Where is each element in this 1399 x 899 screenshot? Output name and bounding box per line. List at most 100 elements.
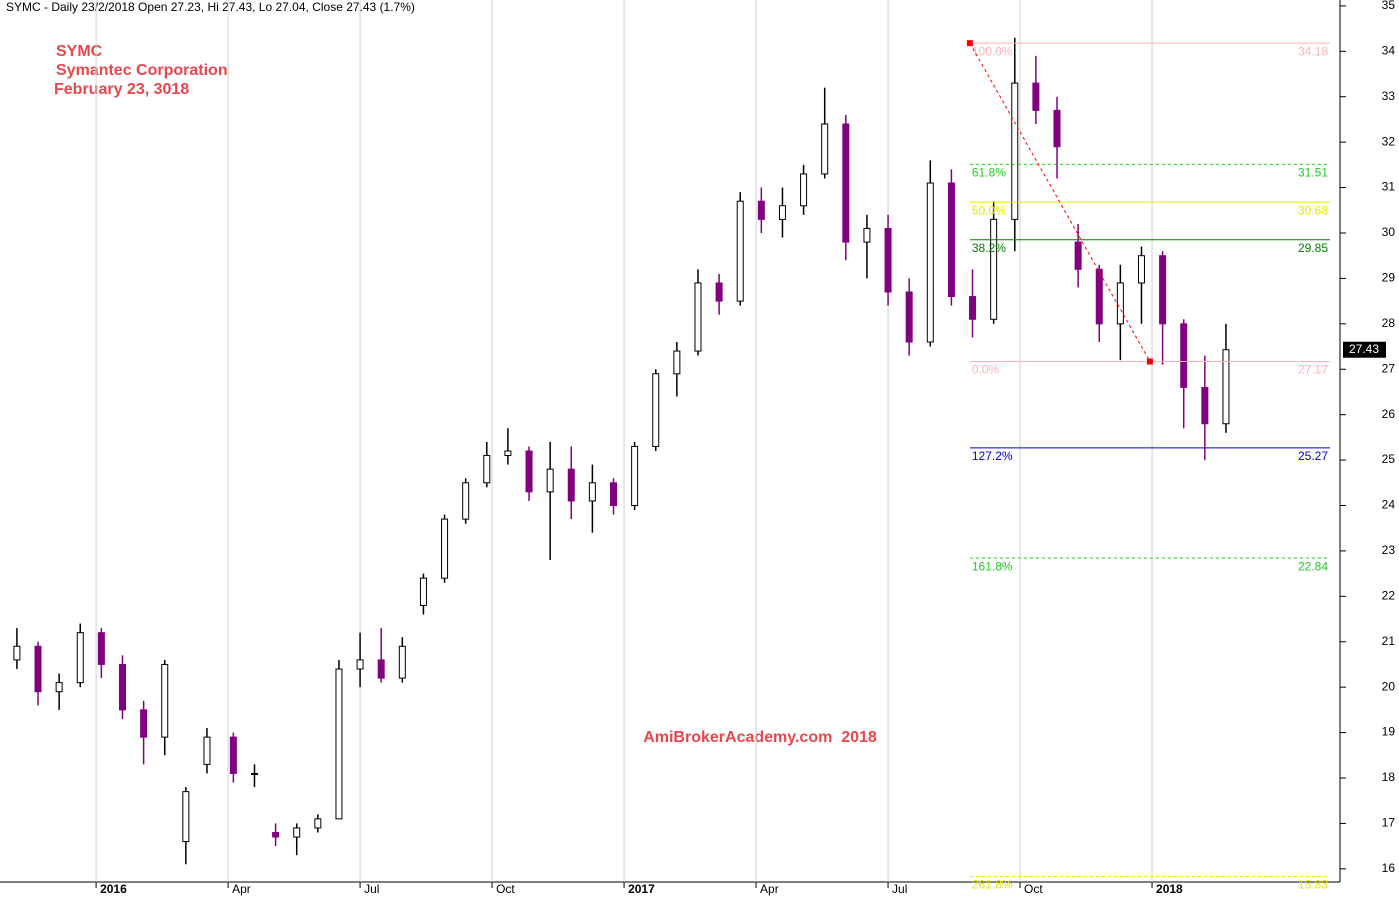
- x-tick-label: Apr: [760, 882, 779, 896]
- y-tick-label: 24: [1382, 498, 1396, 512]
- candle-body: [13, 645, 21, 661]
- fib-value: 22.84: [1298, 559, 1328, 573]
- candle-body: [504, 450, 512, 457]
- annotation: SYMC: [56, 43, 103, 60]
- candle-body: [588, 482, 596, 502]
- y-tick-label: 22: [1382, 588, 1396, 602]
- annotation: February 23, 3018: [54, 81, 189, 98]
- trend-point: [1146, 358, 1153, 365]
- candle-body: [1116, 282, 1124, 325]
- candle-body: [314, 818, 322, 829]
- y-tick-label: 21: [1382, 634, 1396, 648]
- last-price-label: 27.43: [1349, 342, 1379, 356]
- candle-body: [250, 772, 258, 775]
- candle-body: [990, 218, 998, 320]
- y-tick-label: 26: [1382, 407, 1396, 421]
- y-tick-label: 25: [1382, 452, 1396, 466]
- candle-body: [800, 173, 808, 207]
- candle-body: [462, 482, 470, 520]
- candle-body: [694, 282, 702, 352]
- y-tick-label: 27: [1382, 361, 1396, 375]
- candle-body: [118, 663, 126, 711]
- candle-body: [610, 482, 618, 506]
- y-tick-label: 23: [1382, 543, 1396, 557]
- trend-line: [969, 42, 1151, 362]
- y-tick-label: 31: [1382, 180, 1396, 194]
- candle-body: [757, 200, 765, 220]
- chart-title: SYMC - Daily 23/2/2018 Open 27.23, Hi 27…: [6, 0, 415, 14]
- y-tick-label: 19: [1382, 725, 1396, 739]
- y-tick-label: 35: [1382, 0, 1396, 12]
- fib-value: 25.27: [1298, 449, 1328, 463]
- y-tick-label: 16: [1382, 861, 1396, 875]
- fib-label: 0.0%: [972, 363, 1000, 377]
- trend-point: [966, 40, 973, 47]
- candle-body: [229, 736, 237, 774]
- x-tick-label: Jul: [364, 882, 379, 896]
- fib-value: 29.85: [1298, 241, 1328, 255]
- fib-label: 38.2%: [972, 241, 1006, 255]
- x-tick-label: 2018: [1156, 882, 1183, 896]
- candle-body: [1137, 255, 1145, 284]
- candle-body: [1180, 323, 1188, 388]
- candle-body: [97, 632, 105, 665]
- x-tick-label: Jul: [892, 882, 907, 896]
- candle-body: [652, 373, 660, 447]
- fib-value: 30.68: [1298, 203, 1328, 217]
- y-tick-label: 28: [1382, 316, 1396, 330]
- candle-body: [1011, 82, 1019, 220]
- y-tick-label: 20: [1382, 679, 1396, 693]
- candle-body: [736, 200, 744, 302]
- annotation: Symantec Corporation: [56, 62, 228, 79]
- fib-label: 100.0%: [972, 44, 1013, 58]
- y-tick-label: 17: [1382, 816, 1396, 830]
- candle-body: [483, 455, 491, 484]
- x-tick-label: 2017: [628, 882, 655, 896]
- fib-label: 50.0%: [972, 203, 1006, 217]
- candle-body: [1074, 241, 1082, 270]
- candle-body: [842, 123, 850, 243]
- y-tick-label: 34: [1382, 43, 1396, 57]
- x-tick-label: Apr: [232, 882, 251, 896]
- candle-body: [863, 227, 871, 243]
- candle-body: [546, 468, 554, 493]
- candle-body: [947, 182, 955, 298]
- y-tick-label: 33: [1382, 89, 1396, 103]
- candle-body: [884, 227, 892, 293]
- candle-body: [182, 791, 190, 843]
- last-price-box: [1343, 341, 1386, 358]
- candle-body: [377, 659, 385, 679]
- candle-body: [1222, 349, 1230, 425]
- x-tick-label: Oct: [496, 882, 515, 896]
- candle-body: [161, 663, 169, 738]
- candle-body: [905, 291, 913, 343]
- fib-value: 27.17: [1298, 363, 1328, 377]
- candle-body: [1053, 109, 1061, 148]
- candle-body: [140, 709, 148, 738]
- candle-body: [441, 518, 449, 579]
- candle-body: [1032, 82, 1040, 111]
- candle-body: [419, 577, 427, 606]
- candle-body: [55, 682, 63, 693]
- candle-body: [398, 645, 406, 679]
- candle-body: [203, 736, 211, 765]
- x-tick-label: 2016: [100, 882, 127, 896]
- candle-body: [335, 668, 343, 820]
- candle-body: [34, 645, 42, 693]
- y-tick-label: 30: [1382, 225, 1396, 239]
- candle-body: [631, 445, 639, 506]
- candle-body: [673, 350, 681, 375]
- fib-label: 127.2%: [972, 449, 1013, 463]
- candle-body: [1095, 268, 1103, 325]
- candle-body: [1201, 386, 1209, 425]
- fib-value: 15.83: [1298, 878, 1328, 892]
- candle-body: [1159, 255, 1167, 325]
- fib-value: 34.18: [1298, 44, 1328, 58]
- x-tick-label: Oct: [1024, 882, 1043, 896]
- fib-label: 161.8%: [972, 559, 1013, 573]
- candle-body: [567, 468, 575, 502]
- y-tick-label: 18: [1382, 770, 1396, 784]
- y-tick-label: 29: [1382, 271, 1396, 285]
- candle-body: [926, 182, 934, 343]
